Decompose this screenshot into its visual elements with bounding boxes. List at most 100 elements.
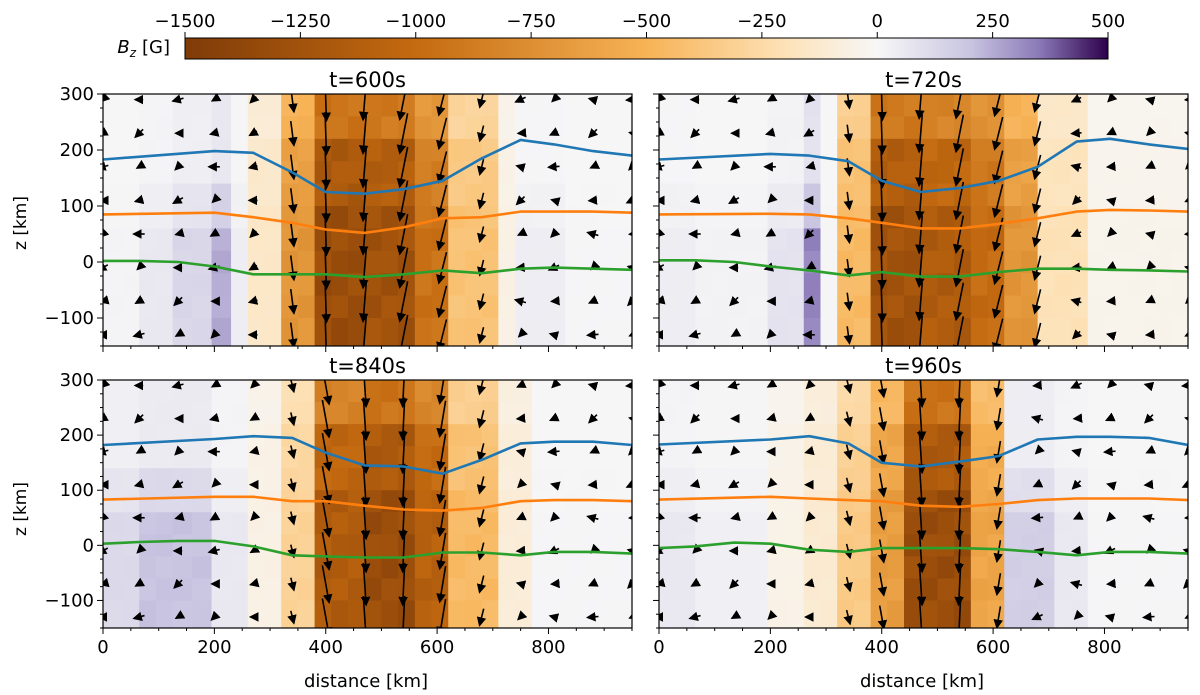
heatmap-cell	[1004, 402, 1022, 425]
heatmap-cell	[820, 138, 838, 162]
heatmap-cell	[1087, 512, 1106, 535]
heatmap-cell	[297, 600, 316, 628]
heatmap-cell	[1071, 424, 1089, 447]
heatmap-cell	[515, 228, 533, 252]
heatmap-cell	[531, 318, 550, 346]
heatmap-cell	[615, 402, 632, 425]
heatmap-cell	[970, 424, 989, 447]
heatmap-cell	[155, 402, 174, 425]
heatmap-cell	[767, 183, 788, 207]
heatmap-cell	[695, 273, 713, 297]
heatmap-cell	[787, 424, 805, 447]
heatmap-cell	[695, 94, 713, 117]
heatmap-cell	[548, 468, 566, 491]
heatmap-cell	[615, 206, 632, 229]
heatmap-cell	[787, 228, 805, 252]
velocity-arrow	[1031, 94, 1042, 114]
velocity-arrow	[587, 479, 598, 490]
heatmap-cell	[297, 273, 316, 297]
heatmap-cell	[711, 402, 730, 425]
heatmap-cell	[103, 161, 124, 185]
heatmap-cell	[103, 578, 124, 602]
heatmap-cell	[498, 94, 516, 117]
heatmap-cell	[548, 556, 566, 579]
velocity-arrow	[954, 463, 964, 508]
heatmap-cell	[548, 161, 566, 185]
heatmap-cell	[678, 250, 696, 274]
velocity-arrow	[135, 444, 147, 454]
heatmap-cell	[314, 402, 332, 425]
velocity-arrow	[1141, 611, 1155, 622]
heatmap-cell	[531, 295, 550, 319]
heatmap-cell	[331, 556, 349, 579]
heatmap-cell	[448, 183, 466, 207]
heatmap-cell	[314, 116, 332, 140]
heatmap-cell	[1020, 446, 1039, 469]
velocity-arrow	[628, 129, 632, 140]
velocity-arrow	[625, 479, 632, 489]
heatmap-cell	[103, 250, 124, 274]
heatmap-cell	[1154, 490, 1172, 513]
velocity-arrow	[991, 251, 1004, 286]
heatmap-cell	[1054, 600, 1072, 628]
velocity-arrow	[321, 280, 331, 324]
heatmap-cell	[247, 250, 266, 274]
heatmap-cell	[920, 490, 939, 513]
velocity-arrow	[360, 529, 371, 574]
heatmap-cell	[281, 556, 299, 579]
heatmap-cell	[837, 380, 855, 403]
velocity-arrow	[135, 159, 147, 169]
heatmap-cell	[767, 468, 788, 491]
heatmap-cell	[728, 228, 749, 252]
heatmap-cell	[192, 600, 213, 628]
velocity-arrow	[915, 114, 925, 154]
heatmap-cell	[1154, 183, 1172, 207]
heatmap-cell	[598, 295, 616, 319]
heatmap-cell	[103, 424, 124, 447]
heatmap-cell	[581, 206, 600, 229]
heatmap-cell	[448, 380, 466, 403]
heatmap-cell	[139, 161, 157, 185]
velocity-arrow	[587, 95, 599, 106]
velocity-arrow	[249, 577, 260, 588]
velocity-arrow	[396, 314, 409, 346]
heatmap-cell	[1020, 183, 1039, 207]
heatmap-cell	[211, 228, 232, 252]
heatmap-cell	[1054, 228, 1072, 252]
heatmap-cell	[481, 468, 499, 491]
velocity-arrow	[1184, 610, 1188, 620]
heatmap-cell	[381, 534, 399, 557]
velocity-arrow	[321, 565, 333, 604]
heatmap-cell	[565, 490, 583, 513]
velocity-arrow	[360, 562, 371, 607]
velocity-arrow	[916, 529, 927, 574]
heatmap-cell	[297, 318, 316, 346]
heatmap-cell	[122, 424, 140, 447]
heatmap-cell	[247, 600, 266, 628]
heatmap-cell	[1020, 512, 1039, 535]
heatmap-cell	[1004, 250, 1022, 274]
velocity-arrow	[174, 445, 185, 456]
velocity-arrow	[1106, 481, 1117, 491]
heatmap-cell	[598, 402, 616, 425]
heatmap-cell	[1020, 600, 1039, 628]
velocity-arrow	[174, 610, 186, 620]
velocity-arrow	[476, 608, 487, 627]
colorbar-tick-label: 0	[872, 11, 883, 32]
velocity-arrow	[396, 281, 409, 323]
heatmap-cell	[231, 250, 249, 274]
velocity-arrow	[659, 127, 665, 136]
heatmap-cell	[498, 468, 516, 491]
heatmap-cell	[139, 446, 157, 469]
heatmap-cell	[515, 273, 533, 297]
heatmap-cell	[139, 228, 157, 252]
heatmap-cell	[767, 556, 788, 579]
heatmap-cell	[172, 273, 193, 297]
heatmap-cell	[1171, 446, 1188, 469]
heatmap-cell	[598, 424, 616, 447]
heatmap-cell	[448, 228, 466, 252]
heatmap-cell	[728, 424, 749, 447]
x-tick-label: 0	[97, 637, 108, 658]
heatmap-cell	[728, 273, 749, 297]
